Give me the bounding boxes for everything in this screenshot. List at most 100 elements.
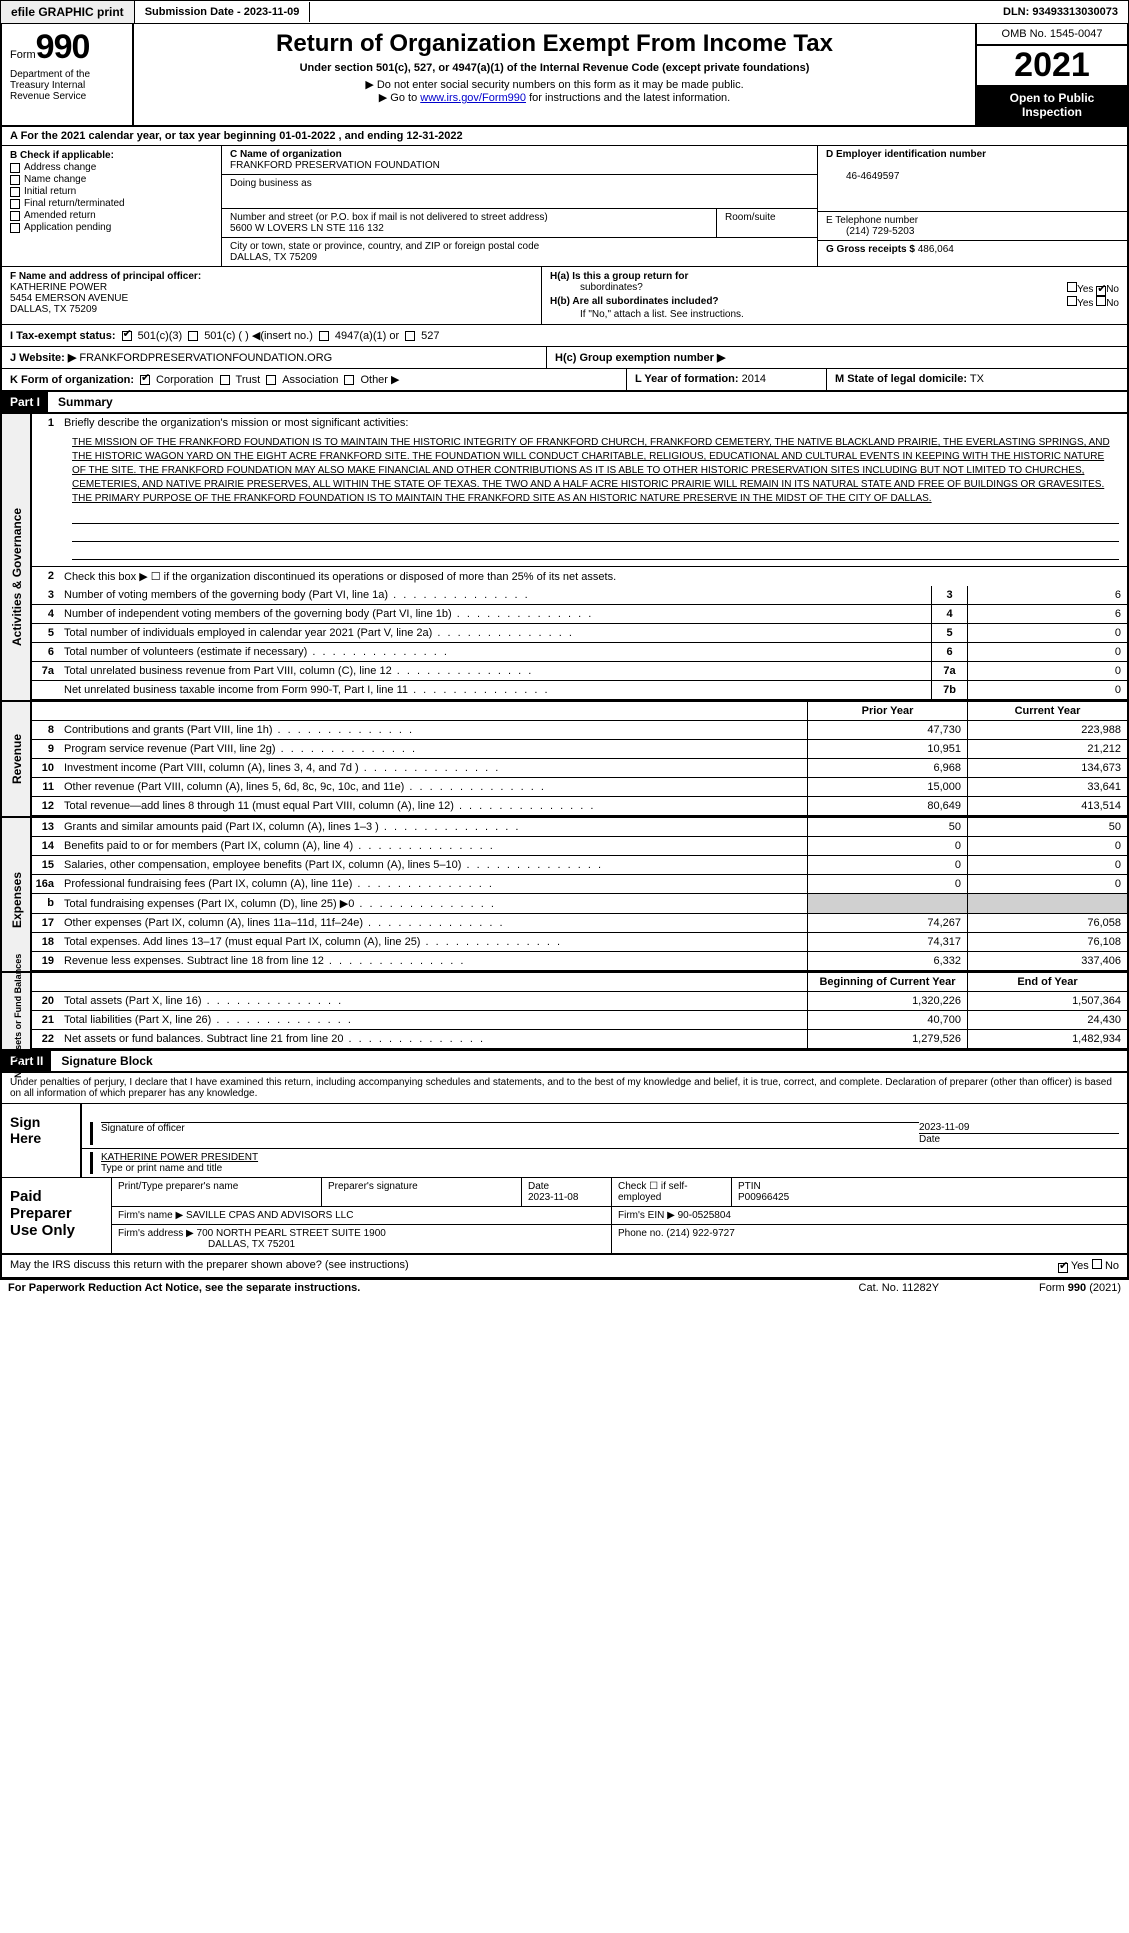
cb-amended[interactable] (10, 211, 20, 221)
part2-title: Signature Block (61, 1054, 152, 1068)
officer-addr2: DALLAS, TX 75209 (10, 304, 97, 315)
year-formation: 2014 (742, 373, 766, 385)
form-footer: Form 990 (2021) (1039, 1282, 1121, 1294)
vtab-revenue: Revenue (2, 702, 32, 816)
open-inspection: Open to Public Inspection (977, 85, 1127, 125)
sig-date: 2023-11-09 (919, 1122, 969, 1133)
part2-tag: Part II (2, 1051, 51, 1071)
row-a-period: A For the 2021 calendar year, or tax yea… (2, 127, 1127, 146)
form-box: Form990 Department of the Treasury Inter… (2, 24, 132, 125)
prep-self-emp: Check ☐ if self-employed (612, 1178, 732, 1206)
part1-title: Summary (58, 395, 113, 409)
prep-sig-hdr: Preparer's signature (322, 1178, 522, 1206)
cb-hb-no[interactable] (1096, 296, 1106, 306)
efile-button[interactable]: efile GRAPHIC print (1, 1, 135, 23)
i-label: I Tax-exempt status: (10, 330, 116, 342)
cb-527[interactable] (405, 331, 415, 341)
omb-number: OMB No. 1545-0047 (977, 24, 1127, 46)
cb-assoc[interactable] (266, 375, 276, 385)
cb-discuss-no[interactable] (1092, 1259, 1102, 1269)
firm-addr: 700 NORTH PEARL STREET SUITE 1900 (197, 1228, 386, 1239)
year-box: OMB No. 1545-0047 2021 Open to Public In… (977, 24, 1127, 125)
j-label: J Website: ▶ (10, 352, 76, 364)
cb-address-change[interactable] (10, 163, 20, 173)
title-block: Return of Organization Exempt From Incom… (132, 24, 977, 125)
submission-date: Submission Date - 2023-11-09 (135, 2, 311, 22)
phone-label: E Telephone number (826, 215, 918, 226)
m-label: M State of legal domicile: (835, 373, 967, 385)
prior-year-hdr: Prior Year (807, 702, 967, 720)
org-name: FRANKFORD PRESERVATION FOUNDATION (230, 160, 440, 171)
cat-no: Cat. No. 11282Y (859, 1282, 940, 1294)
k-label: K Form of organization: (10, 374, 134, 386)
cb-app-pending[interactable] (10, 223, 20, 233)
vtab-netassets: Net Assets or Fund Balances (2, 973, 32, 1049)
cb-ha-yes[interactable] (1067, 282, 1077, 292)
ptin-value: P00966425 (738, 1192, 789, 1203)
form-number: 990 (36, 28, 90, 66)
dln: DLN: 93493313030073 (993, 2, 1128, 22)
form-title: Return of Organization Exempt From Incom… (144, 30, 965, 58)
col-b-checkboxes: B Check if applicable: Address change Na… (2, 146, 222, 266)
firm-phone: (214) 922-9727 (666, 1228, 734, 1239)
gross-label: G Gross receipts $ (826, 244, 915, 255)
c-name-label: C Name of organization (230, 149, 342, 160)
cb-hb-yes[interactable] (1067, 296, 1077, 306)
prep-title: Paid Preparer Use Only (2, 1178, 112, 1253)
website-value: FRANKFORDPRESERVATIONFOUNDATION.ORG (79, 352, 332, 364)
current-year-hdr: Current Year (967, 702, 1127, 720)
city-label: City or town, state or province, country… (230, 241, 539, 252)
prep-date: 2023-11-08 (528, 1192, 578, 1203)
sig-declaration: Under penalties of perjury, I declare th… (2, 1073, 1127, 1104)
state-domicile: TX (970, 373, 984, 385)
dba-label: Doing business as (230, 178, 312, 189)
discuss-question: May the IRS discuss this return with the… (10, 1259, 409, 1273)
goto-note: ▶ Go to www.irs.gov/Form990 for instruct… (144, 91, 965, 104)
hc-label: H(c) Group exemption number ▶ (555, 352, 725, 364)
cb-trust[interactable] (220, 375, 230, 385)
b-header: B Check if applicable: (10, 150, 213, 161)
gross-value: 486,064 (918, 244, 954, 255)
ssn-note: ▶ Do not enter social security numbers o… (144, 78, 965, 91)
cb-4947[interactable] (319, 331, 329, 341)
irs-link[interactable]: www.irs.gov/Form990 (420, 92, 526, 104)
city-value: DALLAS, TX 75209 (230, 252, 317, 263)
street-address: 5600 W LOVERS LN STE 116 132 (230, 223, 384, 234)
firm-ein: 90-0525804 (678, 1210, 731, 1221)
officer-block: F Name and address of principal officer:… (2, 267, 542, 324)
cb-501c[interactable] (188, 331, 198, 341)
cb-ha-no[interactable] (1096, 286, 1106, 296)
officer-addr1: 5454 EMERSON AVENUE (10, 293, 128, 304)
pra-notice: For Paperwork Reduction Act Notice, see … (8, 1282, 360, 1294)
l-label: L Year of formation: (635, 373, 739, 385)
f-label: F Name and address of principal officer: (10, 271, 201, 282)
cb-corp[interactable] (140, 375, 150, 385)
dept-label: Department of the Treasury Internal Reve… (10, 67, 124, 104)
vtab-activities: Activities & Governance (2, 414, 32, 700)
room-label: Room/suite (725, 212, 776, 223)
end-year-hdr: End of Year (967, 973, 1127, 991)
vtab-expenses: Expenses (2, 818, 32, 971)
tax-year: 2021 (977, 46, 1127, 85)
cb-other[interactable] (344, 375, 354, 385)
form-subtitle: Under section 501(c), 527, or 4947(a)(1)… (144, 62, 965, 74)
cb-final-return[interactable] (10, 199, 20, 209)
firm-name: SAVILLE CPAS AND ADVISORS LLC (186, 1210, 353, 1221)
phone-value: (214) 729-5203 (846, 226, 914, 237)
sig-officer-label: Signature of officer (101, 1122, 919, 1134)
officer-printed-name: KATHERINE POWER PRESIDENT (101, 1152, 258, 1163)
ein-value: 46-4649597 (846, 171, 899, 182)
cb-name-change[interactable] (10, 175, 20, 185)
prep-name-hdr: Print/Type preparer's name (112, 1178, 322, 1206)
addr-label: Number and street (or P.O. box if mail i… (230, 212, 548, 223)
cb-501c3[interactable] (122, 331, 132, 341)
cb-initial-return[interactable] (10, 187, 20, 197)
line2-text: Check this box ▶ ☐ if the organization d… (60, 567, 1127, 586)
part1-tag: Part I (2, 392, 48, 412)
ein-label: D Employer identification number (826, 149, 986, 160)
mission-text: THE MISSION OF THE FRANKFORD FOUNDATION … (72, 436, 1119, 506)
sign-here-label: Sign Here (2, 1104, 82, 1177)
form-label: Form (10, 49, 36, 61)
cb-discuss-yes[interactable] (1058, 1263, 1068, 1273)
line1-label: Briefly describe the organization's miss… (60, 414, 1127, 432)
